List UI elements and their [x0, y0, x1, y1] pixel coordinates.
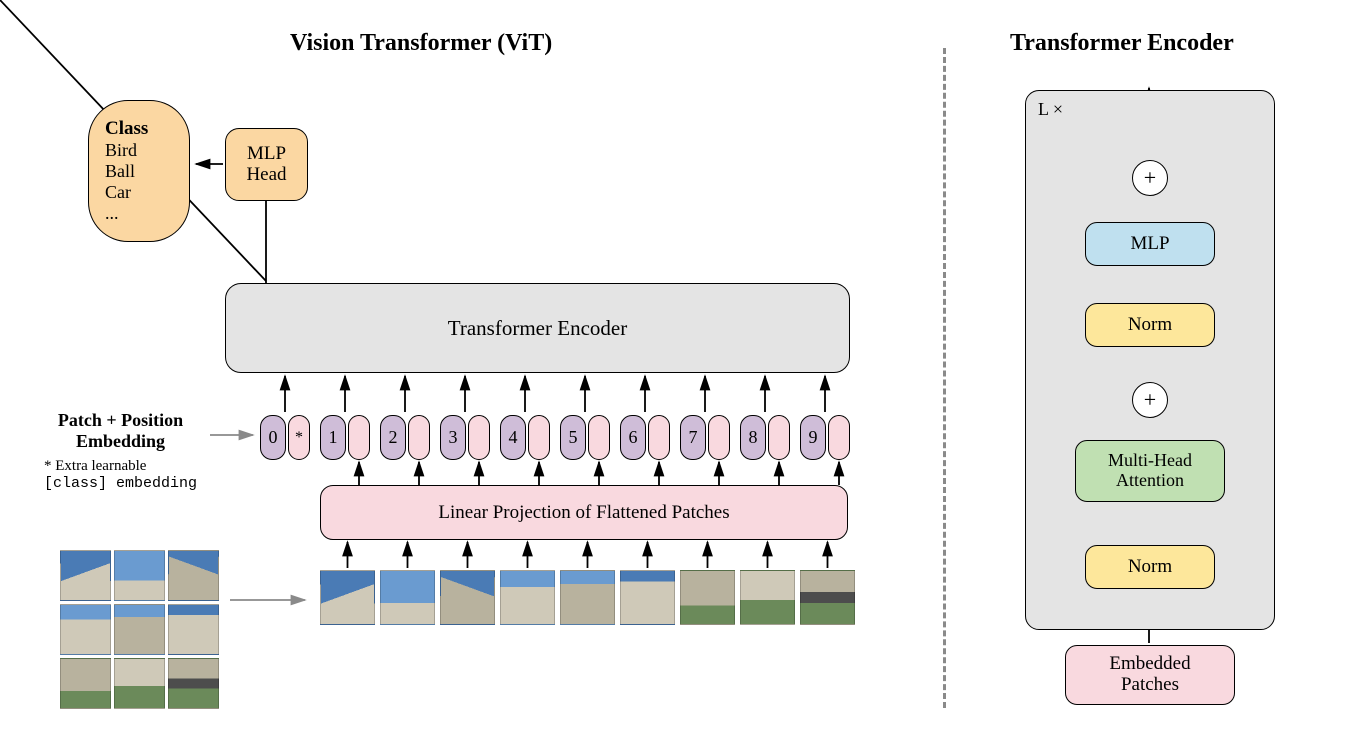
annot-line2: Embedding	[44, 431, 197, 452]
class-title: Class	[105, 118, 148, 140]
mha-line2: Attention	[1116, 471, 1184, 491]
patch-image	[800, 570, 855, 625]
norm1-label: Norm	[1128, 556, 1172, 578]
mlp-head-line1: MLP	[247, 144, 286, 165]
position-token: 0	[260, 415, 286, 460]
grid-patch	[60, 550, 111, 601]
norm2-label: Norm	[1128, 314, 1172, 336]
annot-line1: Patch + Position	[44, 410, 197, 431]
patch-image	[500, 570, 555, 625]
patch-token: *	[288, 415, 310, 460]
position-token: 2	[380, 415, 406, 460]
position-token: 5	[560, 415, 586, 460]
class-item: ...	[105, 203, 137, 224]
position-token: 3	[440, 415, 466, 460]
mlp-label: MLP	[1130, 233, 1169, 255]
patch-token	[528, 415, 550, 460]
transformer-encoder-box: Transformer Encoder	[225, 283, 850, 373]
position-token: 4	[500, 415, 526, 460]
mha-box: Multi-Head Attention	[1075, 440, 1225, 502]
transformer-encoder-label: Transformer Encoder	[448, 316, 627, 341]
grid-patch	[114, 604, 165, 655]
mlp-head-box: MLP Head	[225, 128, 308, 201]
encoder-repeat-label: L ×	[1038, 99, 1063, 120]
patch-token	[648, 415, 670, 460]
class-output-box: Class BirdBallCar...	[88, 100, 190, 242]
position-token: 9	[800, 415, 826, 460]
linear-projection-box: Linear Projection of Flattened Patches	[320, 485, 848, 540]
annot-note2: [class] embedding	[44, 475, 197, 492]
patch-token	[408, 415, 430, 460]
patch-token	[348, 415, 370, 460]
grid-patch	[168, 604, 219, 655]
patch-image	[560, 570, 615, 625]
class-item: Ball	[105, 161, 137, 182]
patch-token	[588, 415, 610, 460]
patch-image	[740, 570, 795, 625]
embedded-line1: Embedded	[1109, 654, 1190, 675]
position-token: 8	[740, 415, 766, 460]
patch-image	[680, 570, 735, 625]
embedded-line2: Patches	[1121, 675, 1179, 696]
patch-token	[828, 415, 850, 460]
grid-patch	[168, 550, 219, 601]
patch-token	[768, 415, 790, 460]
grid-patch	[114, 550, 165, 601]
mlp-box: MLP	[1085, 222, 1215, 266]
section-divider	[943, 48, 946, 708]
norm2-box: Norm	[1085, 303, 1215, 347]
embedded-patches-box: Embedded Patches	[1065, 645, 1235, 705]
grid-patch	[114, 658, 165, 709]
patch-image	[440, 570, 495, 625]
annot-note1: * Extra learnable	[44, 458, 146, 474]
class-items: BirdBallCar...	[105, 140, 137, 224]
patch-image	[320, 570, 375, 625]
grid-patch	[168, 658, 219, 709]
add2-circle: +	[1132, 160, 1168, 196]
patch-position-annotation: Patch + Position Embedding * Extra learn…	[44, 410, 197, 492]
position-token: 7	[680, 415, 706, 460]
mha-line1: Multi-Head	[1108, 451, 1192, 471]
patch-token	[708, 415, 730, 460]
linear-projection-label: Linear Projection of Flattened Patches	[438, 502, 729, 524]
encoder-title: Transformer Encoder	[1010, 30, 1234, 57]
norm1-box: Norm	[1085, 545, 1215, 589]
patch-token	[468, 415, 490, 460]
grid-patch	[60, 658, 111, 709]
add1-circle: +	[1132, 382, 1168, 418]
patch-image	[380, 570, 435, 625]
vit-title: Vision Transformer (ViT)	[290, 30, 552, 57]
patch-image	[620, 570, 675, 625]
class-item: Bird	[105, 140, 137, 161]
position-token: 6	[620, 415, 646, 460]
grid-patch	[60, 604, 111, 655]
position-token: 1	[320, 415, 346, 460]
mlp-head-line2: Head	[246, 165, 286, 186]
class-item: Car	[105, 182, 137, 203]
